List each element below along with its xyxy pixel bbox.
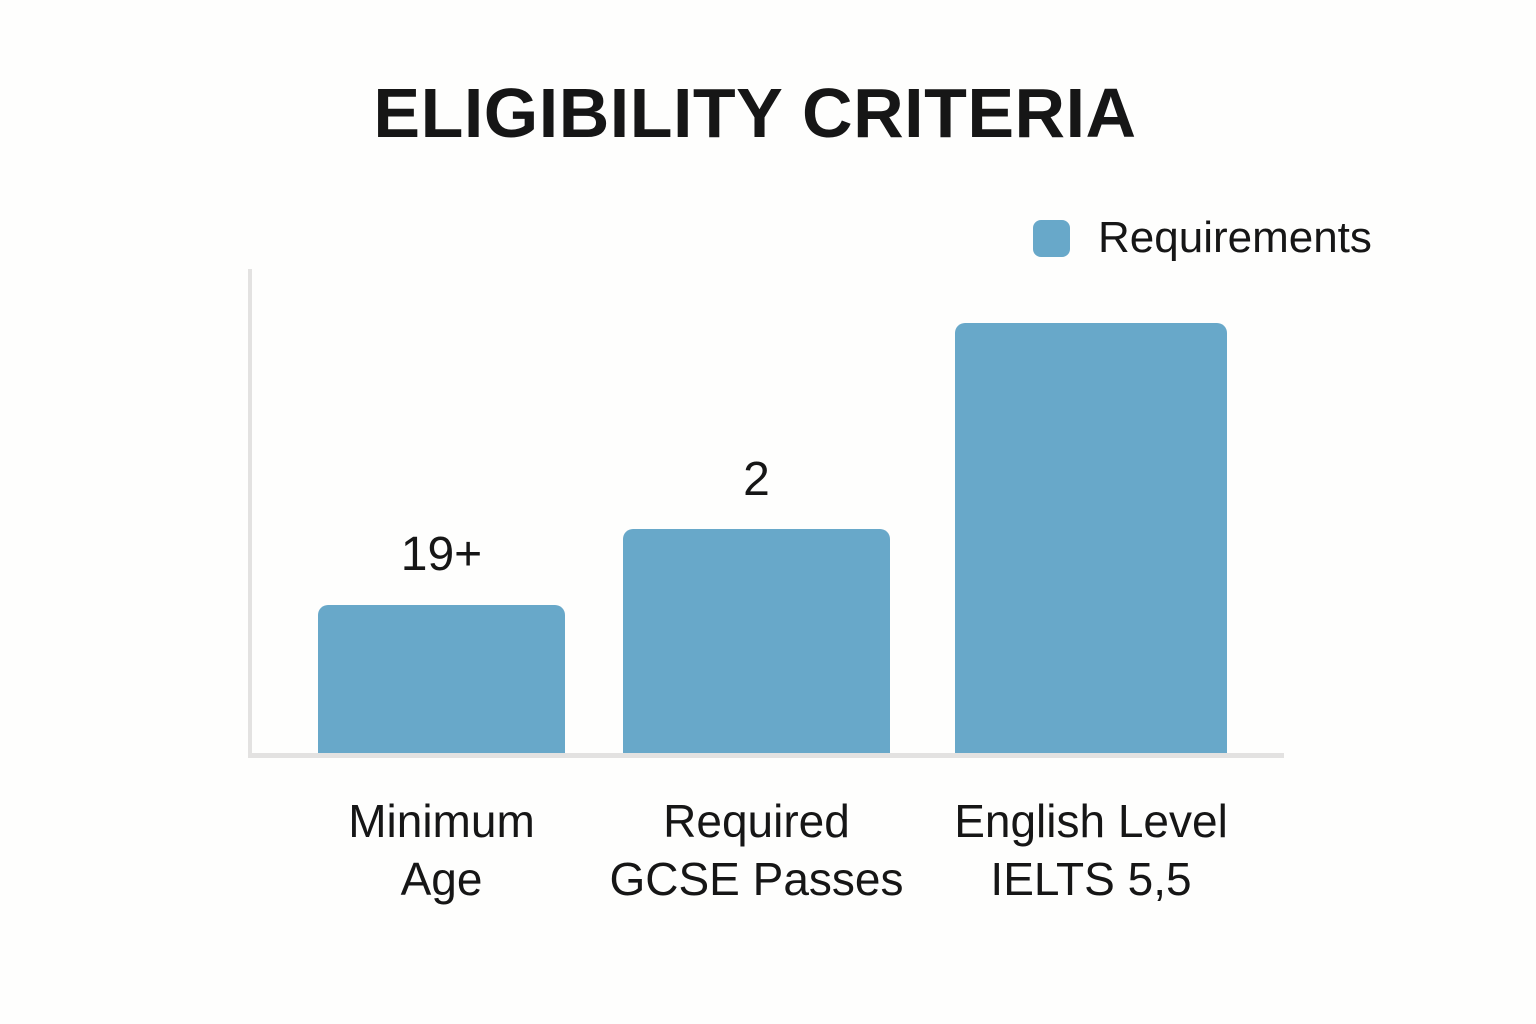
bar-value-label-required-gcse-passes: 2 [743, 453, 770, 506]
x-axis-label-line-2: IELTS 5,5 [990, 853, 1192, 905]
x-axis-label-english-level-ielts: English Level IELTS 5,5 [941, 792, 1241, 908]
x-axis-label-required-gcse-passes: Required GCSE Passes [606, 792, 907, 908]
chart-title: ELIGIBILITY CRITERIA [373, 74, 1137, 152]
legend-swatch-icon [1033, 219, 1070, 257]
bar-english-level-ielts [955, 323, 1227, 753]
x-axis-label-line-1: English Level [954, 795, 1228, 847]
x-axis-line [248, 753, 1284, 758]
x-axis-label-line-1: Required [663, 795, 850, 847]
legend-label: Requirements [1098, 213, 1372, 262]
y-axis-line [248, 269, 252, 758]
legend: Requirements [1033, 216, 1372, 260]
bar-value-label-minimum-age: 19+ [400, 528, 483, 581]
bar-minimum-age [318, 605, 565, 753]
x-axis-label-minimum-age: Minimum Age [293, 792, 590, 908]
x-axis-label-line-1: Minimum [348, 795, 535, 847]
x-axis-label-line-2: GCSE Passes [609, 853, 904, 905]
x-axis-label-line-2: Age [400, 853, 483, 905]
bar-required-gcse-passes [623, 529, 890, 753]
